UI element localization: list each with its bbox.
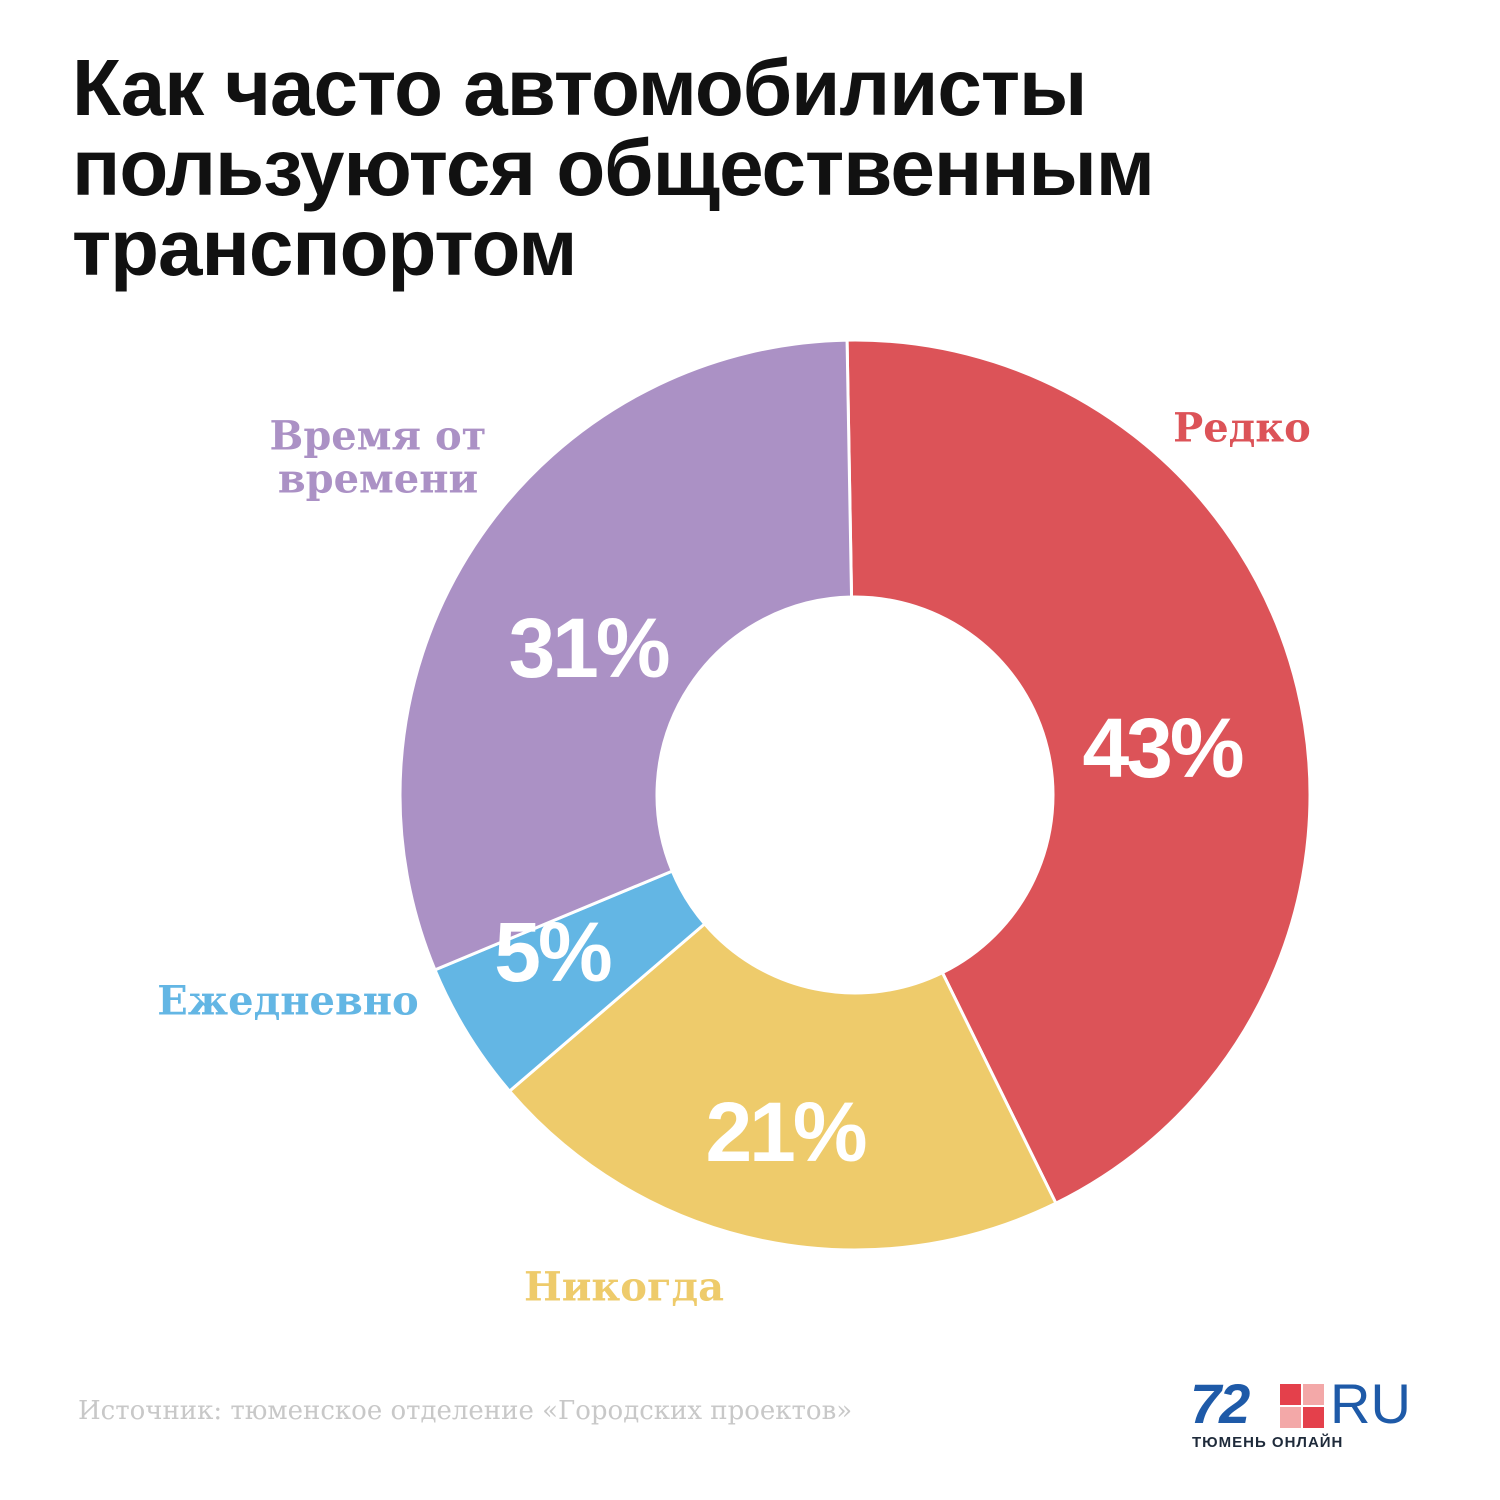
- logo-square-icon: [1280, 1384, 1324, 1428]
- category-label-1: Редко: [1173, 405, 1311, 452]
- category-label-4-line-2: времени: [278, 456, 478, 503]
- title-line-2: пользуются общественным: [72, 123, 1155, 212]
- logo-tagline: ТЮМЕНЬ ОНЛАЙН: [1192, 1434, 1344, 1451]
- slice-2[interactable]: [507, 921, 1058, 1252]
- category-label-4-line-1: Время от: [270, 413, 487, 460]
- percent-label-2: 21%: [705, 1085, 865, 1179]
- category-label-2: Никогда: [524, 1264, 724, 1311]
- title-line-3: транспортом: [72, 203, 577, 292]
- percent-label-4: 31%: [508, 601, 668, 695]
- percent-label-3: 5%: [494, 905, 611, 999]
- chart-title: Как часто автомобилисты пользуются общес…: [72, 48, 1372, 288]
- percent-labels: 43% 21% 5% 31%: [494, 601, 1246, 1179]
- donut-slices: [398, 338, 1312, 1252]
- logo-number: 72: [1190, 1372, 1250, 1435]
- logo-suffix: RU: [1330, 1372, 1411, 1435]
- title-line-1: Как часто автомобилисты: [72, 43, 1087, 132]
- category-label-3: Ежедневно: [157, 978, 418, 1025]
- slice-1[interactable]: [845, 338, 1312, 1206]
- brand-logo[interactable]: 72 RU ТЮМЕНЬ ОНЛАЙН: [1190, 1372, 1420, 1452]
- slice-4[interactable]: [398, 338, 854, 972]
- percent-label-1: 43%: [1082, 701, 1242, 795]
- source-note: Источник: тюменское отделение «Городских…: [78, 1396, 853, 1426]
